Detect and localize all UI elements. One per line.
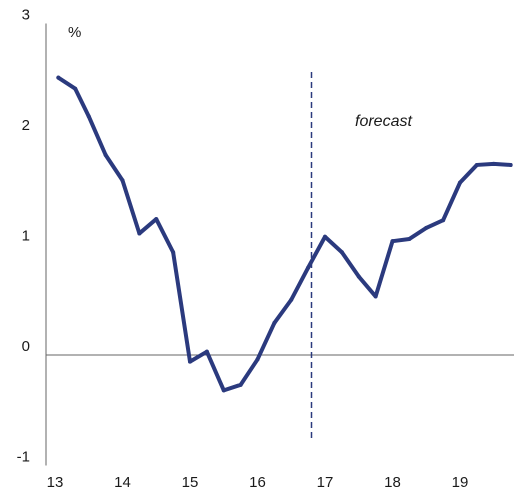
forecast-annotation: forecast: [355, 113, 412, 130]
x-tick-label: 16: [249, 474, 266, 491]
y-tick-label: 2: [22, 117, 30, 134]
data-point: [188, 359, 192, 364]
data-point: [86, 114, 91, 119]
data-point: [441, 218, 446, 223]
data-point: [289, 297, 294, 302]
data-point: [339, 250, 344, 255]
series-points: [56, 75, 513, 393]
y-axis-tick-labels: -1 0 1 2 3: [17, 7, 30, 466]
series-line: [56, 75, 513, 393]
data-point: [323, 234, 327, 239]
data-point: [356, 274, 361, 279]
x-tick-label: 14: [114, 474, 131, 491]
y-tick-label: 3: [22, 7, 30, 24]
data-point: [458, 180, 462, 185]
x-tick-label: 15: [182, 474, 199, 491]
y-tick-label: 0: [22, 338, 30, 355]
data-point: [56, 75, 61, 80]
data-point: [306, 265, 311, 270]
data-point: [137, 231, 142, 236]
data-point: [390, 239, 395, 244]
data-point: [221, 388, 226, 393]
data-point: [474, 162, 479, 167]
data-point: [255, 357, 260, 362]
data-point: [204, 349, 209, 354]
data-point: [508, 162, 513, 167]
data-point: [238, 382, 243, 387]
data-point: [120, 178, 125, 183]
data-point: [373, 294, 378, 299]
data-point: [73, 86, 78, 91]
data-point: [171, 250, 176, 255]
data-point: [272, 320, 277, 325]
y-tick-label: -1: [17, 449, 30, 466]
data-point: [491, 161, 496, 166]
y-tick-label: 1: [22, 228, 30, 245]
x-tick-label: 17: [317, 474, 334, 491]
data-point: [103, 152, 108, 157]
x-tick-label: 19: [452, 474, 469, 491]
y-axis-unit-label: %: [68, 24, 81, 41]
x-tick-label: 13: [47, 474, 64, 491]
x-axis-tick-labels: 13 14 15 16 17 18 19: [47, 474, 469, 491]
data-point: [424, 225, 429, 230]
data-point: [154, 217, 159, 222]
data-point: [407, 236, 412, 241]
x-tick-label: 18: [384, 474, 401, 491]
